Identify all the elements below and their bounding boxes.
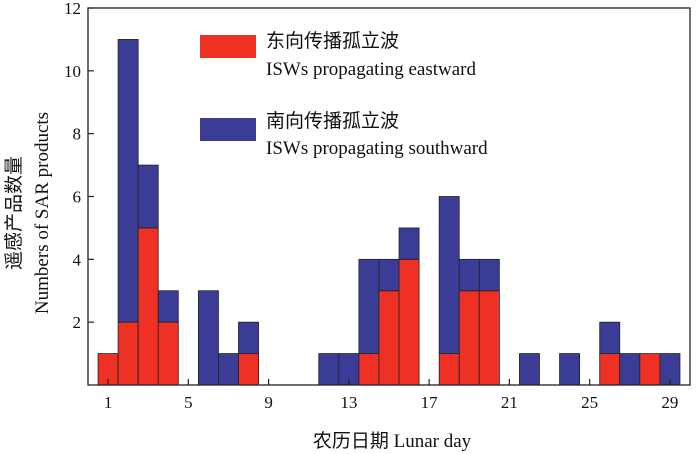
bar-day-6-southward — [197, 290, 219, 386]
bar-day-27-southward — [619, 353, 641, 386]
y-tick-label: 12 — [64, 0, 81, 18]
x-tick-label: 5 — [184, 393, 193, 412]
x-axis-label: 农历日期 Lunar day — [313, 430, 472, 452]
bar-day-16-southward — [398, 227, 420, 260]
x-tick-label: 17 — [421, 393, 439, 412]
bar-day-7-southward — [218, 353, 239, 386]
bars-group — [97, 39, 681, 386]
x-tick-label: 21 — [501, 393, 518, 412]
bar-day-12-southward — [318, 353, 340, 386]
bar-day-26-southward — [599, 321, 621, 354]
legend-label-southward-cn: 南向传播孤立波 — [266, 110, 399, 132]
y-tick-label: 6 — [73, 188, 82, 207]
legend-label-southward-en: ISWs propagating southward — [266, 138, 488, 159]
bar-day-2-eastward — [117, 321, 139, 386]
bar-day-26-eastward — [599, 353, 621, 386]
y-tick-label: 10 — [64, 62, 81, 81]
bar-day-3-southward — [137, 164, 159, 229]
legend: 东向传播孤立波 ISWs propagating eastward 南向传播孤立… — [200, 30, 488, 159]
bar-day-19-southward — [458, 258, 480, 292]
bar-day-3-eastward — [137, 227, 159, 386]
bar-day-4-southward — [157, 290, 179, 323]
bar-day-14-eastward — [358, 353, 380, 386]
y-axis-ticks: 2 4 6 8 10 12 — [64, 0, 94, 332]
y-tick-label: 4 — [73, 250, 82, 269]
y-tick-label: 8 — [73, 125, 82, 144]
bar-day-8-eastward — [238, 353, 259, 386]
legend-swatch-eastward — [200, 35, 256, 58]
bar-day-4-eastward — [157, 321, 179, 386]
y-axis-label-en: Numbers of SAR products — [32, 112, 53, 314]
bar-day-28-eastward — [639, 353, 661, 386]
bar-day-8-southward — [238, 321, 259, 354]
x-tick-label: 1 — [104, 393, 113, 412]
bar-day-15-eastward — [378, 290, 400, 386]
legend-swatch-southward — [200, 118, 256, 141]
bar-day-19-eastward — [458, 290, 480, 386]
bar-day-2-southward — [117, 39, 139, 323]
bar-day-14-southward — [358, 258, 380, 354]
y-tick-label: 2 — [73, 313, 82, 332]
bar-day-20-eastward — [478, 290, 500, 386]
bar-day-20-southward — [478, 258, 500, 292]
bar-day-18-eastward — [438, 353, 460, 386]
x-tick-label: 29 — [661, 393, 678, 412]
y-axis-label-cn: 遥感产品数量 — [3, 156, 25, 270]
bar-day-15-southward — [378, 258, 400, 292]
x-tick-label: 25 — [581, 393, 598, 412]
x-tick-label: 9 — [264, 393, 273, 412]
legend-label-eastward-en: ISWs propagating eastward — [266, 59, 476, 80]
x-axis-ticks: 1 5 9 13 17 21 25 29 — [104, 379, 678, 412]
bar-day-16-eastward — [398, 258, 420, 386]
bar-day-24-southward — [559, 353, 581, 386]
legend-label-eastward-cn: 东向传播孤立波 — [266, 30, 399, 52]
bar-day-18-southward — [438, 196, 460, 354]
x-tick-label: 13 — [340, 393, 357, 412]
bar-day-22-southward — [519, 353, 540, 386]
